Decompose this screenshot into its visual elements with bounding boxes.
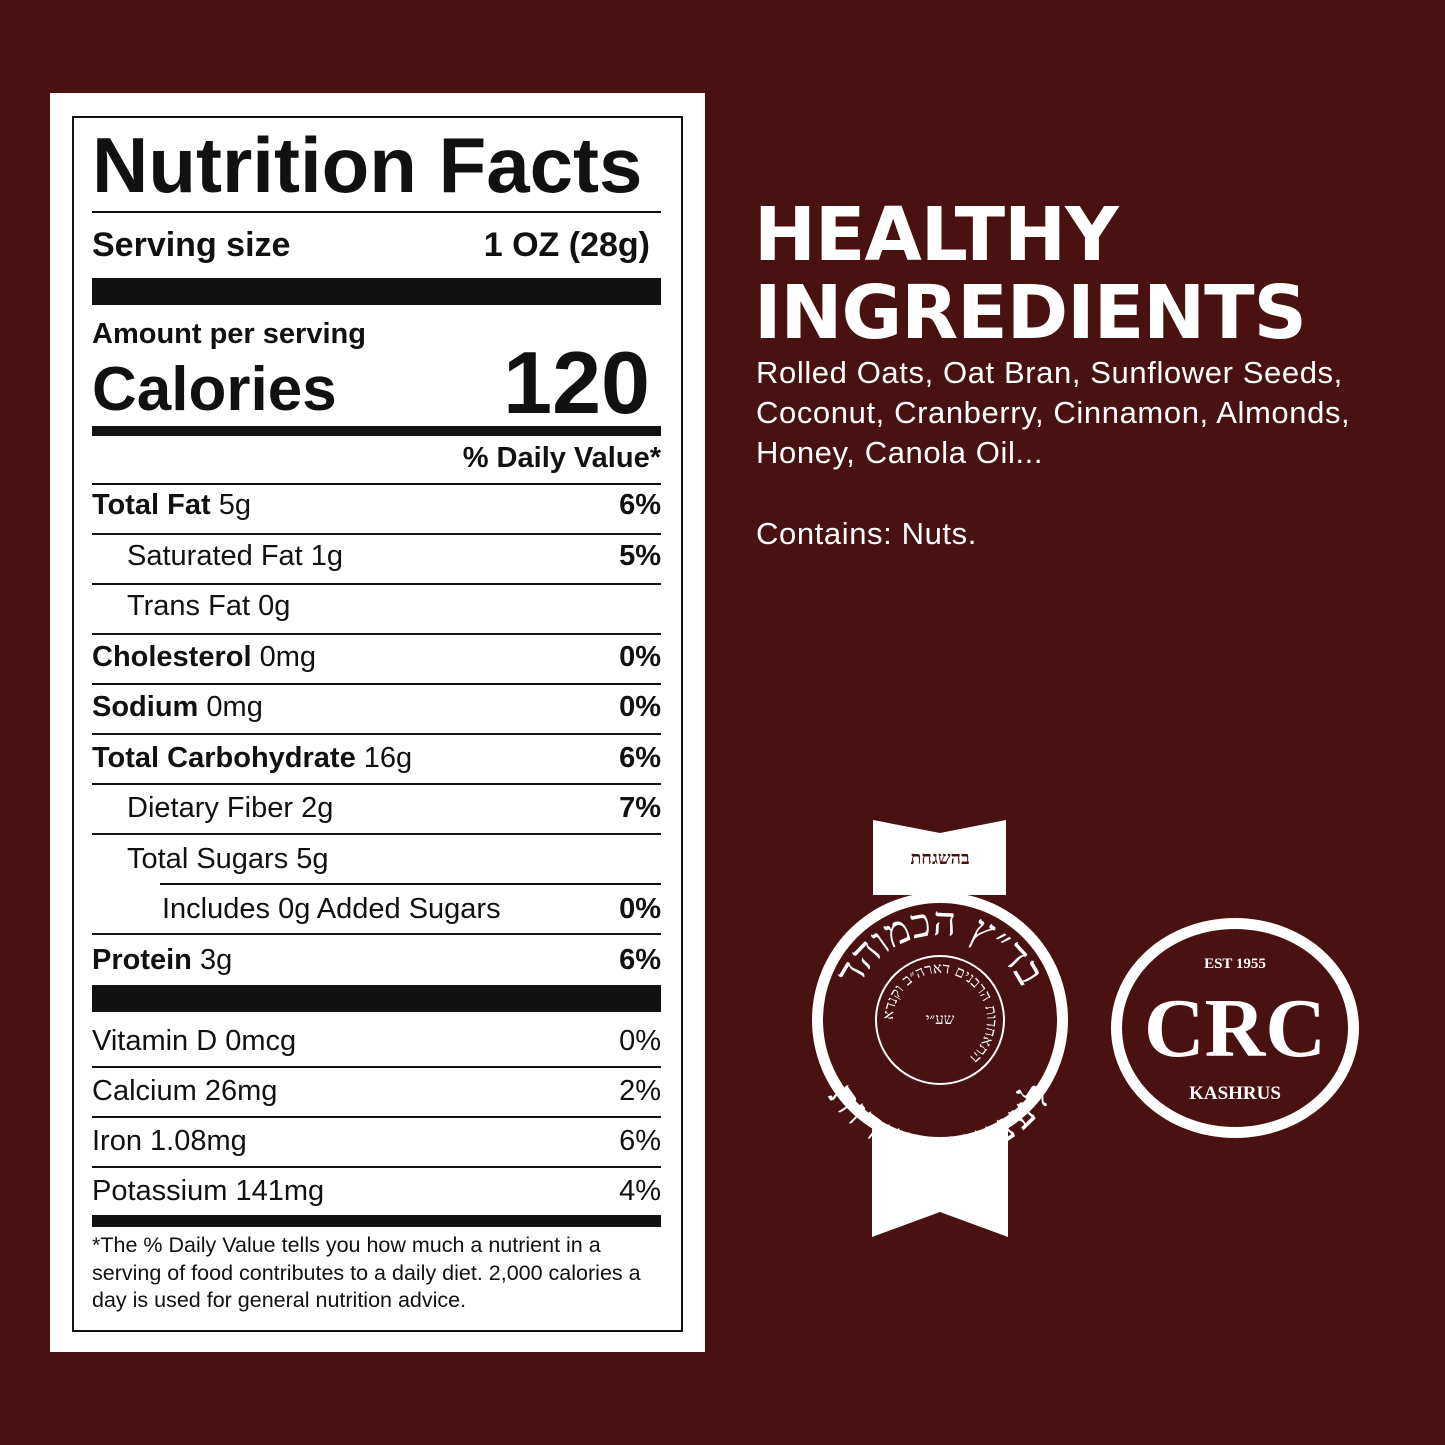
nutrient-name: Cholesterol xyxy=(92,640,252,673)
daily-value-header: % Daily Value* xyxy=(462,442,661,474)
vitamin-dv: 0% xyxy=(619,1025,661,1057)
vitamin-name: Vitamin D xyxy=(92,1025,218,1057)
calories-value: 120 xyxy=(503,333,650,432)
kosher-supervision: בהשגחת xyxy=(910,848,970,869)
calories-label: Calories xyxy=(92,355,337,424)
vitamin-dv: 2% xyxy=(619,1075,661,1107)
nutrient-row: Includes 0g Added Sugars xyxy=(162,891,501,927)
kosher-seal-inner xyxy=(823,903,1057,1137)
vitamin-name: Potassium xyxy=(92,1175,228,1207)
vitamin-name: Calcium xyxy=(92,1075,197,1107)
rule xyxy=(92,1066,661,1068)
rule xyxy=(92,1166,661,1168)
vitamin-name: Iron xyxy=(92,1125,142,1157)
rule xyxy=(92,833,661,835)
ingredients-heading: HEALTHY INGREDIENTS xyxy=(754,192,1307,356)
crc-name: CRC xyxy=(1144,982,1326,1075)
nutrient-amount: 16g xyxy=(363,741,413,774)
nutrient-row: Total Carbohydrate 16g xyxy=(92,740,412,776)
rule xyxy=(160,883,661,885)
nutrient-row: Saturated Fat 1g xyxy=(127,538,343,574)
ribbon-bottom xyxy=(872,1120,1008,1237)
crc-est: EST 1955 xyxy=(1204,956,1266,972)
nutrient-row: Trans Fat 0g xyxy=(127,588,290,624)
footnote: *The % Daily Value tells you how much a … xyxy=(92,1233,641,1312)
nutrient-amount: 0mg xyxy=(259,640,317,673)
nutrient-name: Total Sugars xyxy=(127,842,289,875)
rule xyxy=(92,583,661,585)
nutrient-dv: 6% xyxy=(619,943,661,976)
serving-size-label: Serving size xyxy=(92,226,291,264)
rule xyxy=(92,1116,661,1118)
nutrient-row: Total Sugars 5g xyxy=(127,841,329,877)
nutrient-amount: 3g xyxy=(199,943,233,976)
kosher-center: שע״י xyxy=(926,1010,955,1028)
thick-rule xyxy=(92,985,661,1012)
vitamin-amount: 26mg xyxy=(204,1075,278,1107)
nutrient-dv: 7% xyxy=(619,792,661,824)
nutrient-name: Includes 0g Added Sugars xyxy=(162,893,501,925)
nutrient-amount: 0mg xyxy=(206,691,263,723)
nutrient-dv: 6% xyxy=(619,741,661,774)
nutrient-row: Dietary Fiber 2g xyxy=(127,790,333,826)
rule xyxy=(92,733,661,735)
nutrient-name: Total Carbohydrate xyxy=(92,741,356,774)
serving-size-value: 1 OZ (28g) xyxy=(483,226,650,264)
nutrient-amount: 0g xyxy=(258,590,291,622)
crc-subtitle: KASHRUS xyxy=(1189,1083,1281,1104)
rule xyxy=(92,683,661,685)
nutrient-amount: 5g xyxy=(296,842,329,875)
nutrient-dv: 0% xyxy=(619,893,661,925)
rule xyxy=(92,483,661,485)
nutrient-name: Total Fat xyxy=(92,489,211,521)
nutrient-dv: 5% xyxy=(619,539,661,572)
thick-rule xyxy=(92,1215,661,1227)
nutrient-row: Cholesterol 0mg xyxy=(92,639,316,675)
thick-rule xyxy=(92,426,661,436)
vitamin-row: Potassium 141mg xyxy=(92,1173,324,1209)
label-frame xyxy=(72,116,683,1332)
rule xyxy=(92,533,661,535)
nutrient-row: Total Fat 5g xyxy=(92,487,251,523)
vitamin-row: Iron 1.08mg xyxy=(92,1123,247,1159)
rule xyxy=(92,633,661,635)
nutrient-row: Sodium 0mg xyxy=(92,689,263,725)
nutrient-dv: 0% xyxy=(619,640,661,673)
nutrient-dv: 6% xyxy=(619,489,661,521)
nutrient-name: Trans Fat xyxy=(127,590,251,622)
vitamin-amount: 141mg xyxy=(235,1175,325,1207)
vitamin-dv: 4% xyxy=(619,1175,661,1207)
allergens: Contains: Nuts. xyxy=(756,516,977,551)
ingredients-list: Rolled Oats, Oat Bran, Sunflower Seeds, … xyxy=(756,355,1351,470)
nutrient-name: Dietary Fiber xyxy=(127,792,293,824)
thick-rule xyxy=(92,278,661,305)
crc-seal-inner xyxy=(1122,929,1348,1127)
nutrient-dv: 0% xyxy=(619,691,661,723)
vitamin-row: Vitamin D 0mcg xyxy=(92,1023,296,1059)
rule xyxy=(92,783,661,785)
nutrient-amount: 1g xyxy=(310,539,344,572)
amount-per-serving: Amount per serving xyxy=(92,318,366,350)
nutrient-name: Sodium xyxy=(92,691,199,723)
nutrient-row: Protein 3g xyxy=(92,942,232,978)
ribbon-top xyxy=(873,820,1006,895)
vitamin-dv: 6% xyxy=(619,1125,661,1157)
vitamin-amount: 0mcg xyxy=(225,1025,297,1057)
vitamin-row: Calcium 26mg xyxy=(92,1073,277,1109)
nutrient-amount: 2g xyxy=(301,792,334,824)
nutrient-name: Saturated Fat xyxy=(127,539,303,572)
nutrient-name: Protein xyxy=(92,943,192,976)
vitamin-amount: 1.08mg xyxy=(150,1125,247,1157)
rule xyxy=(92,933,661,935)
rule xyxy=(92,211,661,213)
label-title: Nutrition Facts xyxy=(92,121,643,209)
kosher-inner-ring xyxy=(875,955,1005,1085)
nutrient-amount: 5g xyxy=(218,489,252,521)
